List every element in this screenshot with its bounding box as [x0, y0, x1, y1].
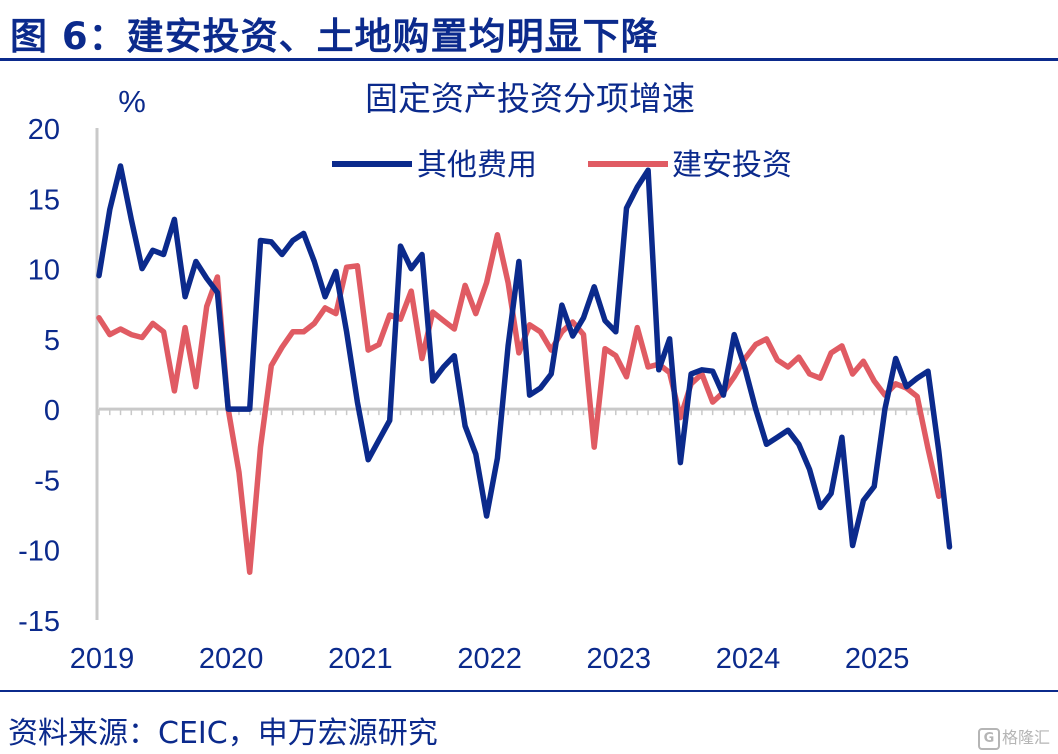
y-tick-label: -15 [18, 606, 60, 638]
y-axis-unit-label: % [118, 84, 146, 119]
legend-label-other: 其他费用 [417, 149, 537, 182]
chart-title: 固定资产投资分项增速 [365, 80, 695, 117]
bottom-divider [0, 690, 1058, 692]
x-tick-label: 2025 [845, 643, 910, 675]
source-note: 资料来源：CEIC，申万宏源研究 [8, 716, 438, 751]
figure-title: 图 6：建安投资、土地购置均明显下降 [10, 15, 659, 58]
y-tick-label: -10 [18, 536, 60, 568]
y-tick-label: 15 [28, 184, 60, 216]
watermark-text: 格隆汇 [1001, 728, 1050, 747]
x-tick-label: 2022 [457, 643, 522, 675]
x-tick-label: 2023 [587, 643, 652, 675]
line-chart: 固定资产投资分项增速 % 20 15 10 5 0 -5 -10 -15 2019 2020 20… [18, 80, 953, 675]
y-tick-label: 20 [28, 114, 60, 146]
y-tick-label: 5 [44, 325, 60, 357]
series-line-other [96, 163, 953, 550]
y-tick-label: -5 [34, 465, 60, 497]
top-divider [0, 58, 1058, 61]
x-tick-label: 2020 [199, 643, 264, 675]
legend: 其他费用 建安投资 [332, 149, 792, 182]
x-tick-label: 2021 [328, 643, 393, 675]
legend-label-construction: 建安投资 [672, 149, 792, 182]
y-tick-label: 0 [44, 395, 60, 427]
x-tick-label: 2019 [70, 643, 135, 675]
gelonghui-logo-icon: G [977, 727, 1000, 750]
x-tick-label: 2024 [716, 643, 781, 675]
y-tick-label: 10 [28, 255, 60, 287]
watermark: G 格隆汇 [977, 724, 1050, 750]
series-points-other [98, 165, 950, 547]
